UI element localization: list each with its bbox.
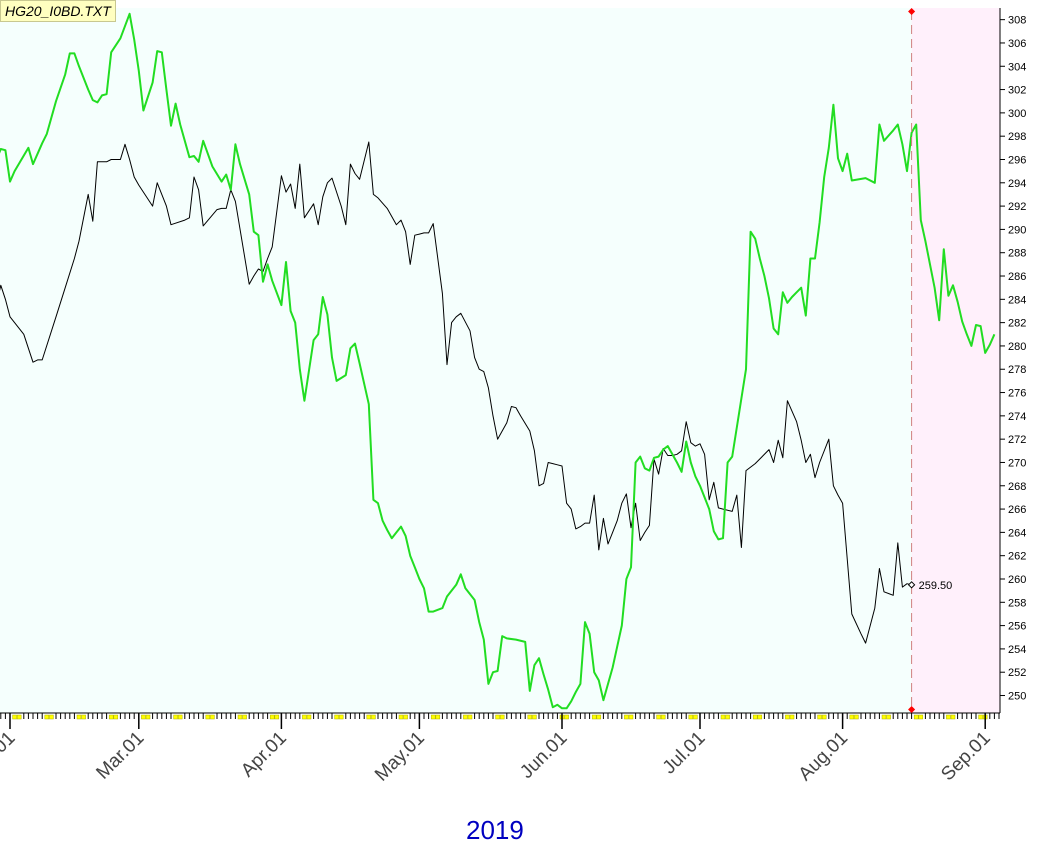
y-tick-label: 266: [1008, 504, 1026, 516]
y-tick-label: 304: [1008, 61, 1026, 73]
series-layer: [0, 12, 996, 710]
y-tick-label: 260: [1008, 574, 1026, 586]
y-tick-label: 306: [1008, 38, 1026, 50]
x-tick-label: Jul.01: [659, 728, 710, 779]
y-tick-label: 280: [1008, 341, 1026, 353]
y-tick-label: 308: [1008, 15, 1026, 27]
x-tick-label: Mar.01: [92, 728, 148, 784]
y-axis: 250 252 254 256 258 260 262 264 266 268 270 272 274 2…: [999, 8, 1026, 713]
x-tick-label: May.01: [371, 728, 429, 786]
y-tick-label: 256: [1008, 621, 1026, 633]
y-tick-label: 290: [1008, 224, 1026, 236]
y-tick-label: 250: [1008, 691, 1026, 703]
y-tick-label: 284: [1008, 294, 1026, 306]
y-tick-label: 286: [1008, 271, 1026, 283]
y-tick-label: 294: [1008, 178, 1026, 190]
y-tick-label: 302: [1008, 85, 1026, 97]
y-tick-label: 276: [1008, 388, 1026, 400]
plot-background: [0, 8, 1000, 713]
y-tick-label: 272: [1008, 434, 1026, 446]
y-tick-label: 274: [1008, 411, 1026, 423]
future-region: [911, 8, 1000, 713]
x-tick-label: Apr.01: [237, 728, 291, 782]
cursor-marker-bottom: [908, 705, 916, 714]
y-tick-label: 254: [1008, 644, 1026, 656]
x-tick-label: Jun.01: [516, 728, 571, 783]
y-tick-label: 282: [1008, 318, 1026, 330]
green-series-line: [0, 12, 996, 710]
y-tick-label: 296: [1008, 154, 1026, 166]
x-tick-label: Feb.01: [0, 728, 20, 785]
y-tick-label: 264: [1008, 527, 1026, 539]
y-tick-label: 278: [1008, 364, 1026, 376]
year-label: 2019: [466, 815, 524, 845]
x-axis: Feb.01 Mar.01 Apr.01 May.01 Jun.01 Jul.01 Aug.…: [0, 712, 1000, 786]
y-tick-label: 262: [1008, 551, 1026, 563]
black-series-line: [0, 141, 912, 644]
y-tick-label: 292: [1008, 201, 1026, 213]
cursor-layer: 259.50: [907, 7, 953, 714]
y-tick-label: 270: [1008, 457, 1026, 469]
y-tick-label: 258: [1008, 597, 1026, 609]
last-value-label: 259.50: [919, 580, 953, 592]
last-value-marker: [907, 581, 916, 589]
y-tick-label: 298: [1008, 131, 1026, 143]
y-tick-label: 252: [1008, 667, 1026, 679]
x-tick-label: Aug.01: [795, 728, 852, 785]
y-tick-label: 288: [1008, 248, 1026, 260]
cursor-marker-top: [908, 7, 916, 16]
y-tick-label: 268: [1008, 481, 1026, 493]
chart-title: HG20_I0BD.TXT: [0, 0, 116, 22]
x-tick-label: Sep.01: [937, 728, 994, 785]
y-tick-label: 300: [1008, 108, 1026, 120]
